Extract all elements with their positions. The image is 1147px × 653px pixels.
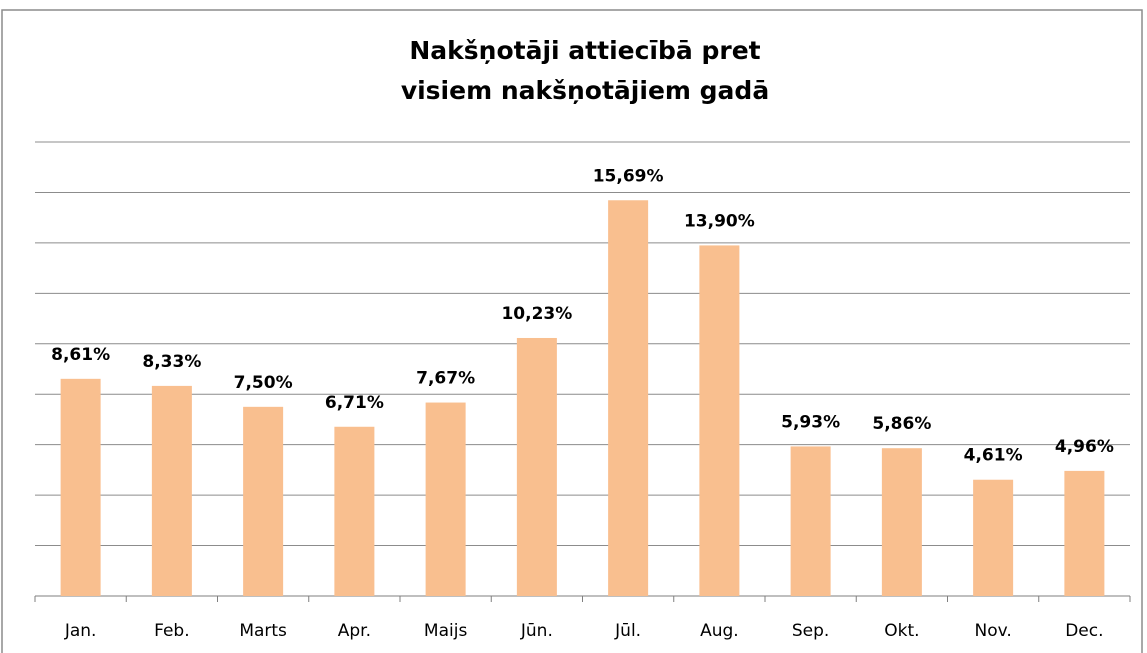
x-tick-label: Maijs	[424, 621, 468, 641]
bar	[973, 479, 1014, 596]
x-tick-label: Nov.	[974, 621, 1011, 641]
data-label: 13,90%	[684, 211, 755, 231]
x-tick-label: Apr.	[338, 621, 371, 641]
data-label: 4,61%	[964, 446, 1023, 466]
data-label: 7,67%	[416, 369, 475, 389]
x-tick-label: Dec.	[1065, 621, 1103, 641]
x-tick-label: Jūn.	[520, 621, 553, 641]
x-tick-label: Okt.	[884, 621, 919, 641]
bar	[516, 337, 557, 596]
bar	[790, 446, 831, 596]
bar	[608, 200, 649, 596]
chart-title: Nakšņotāji attiecībā pret	[409, 36, 760, 65]
data-label: 5,86%	[872, 414, 931, 434]
data-label: 10,23%	[501, 304, 572, 324]
x-tick-label: Jan.	[64, 621, 97, 641]
data-label: 8,61%	[51, 345, 110, 365]
bar	[1064, 470, 1105, 596]
bar	[151, 385, 192, 596]
chart-title: visiem nakšņotājiem gadā	[401, 76, 769, 105]
x-tick-label: Aug.	[700, 621, 739, 641]
data-label: 6,71%	[325, 393, 384, 413]
x-tick-label: Feb.	[154, 621, 190, 641]
x-tick-label: Marts	[239, 621, 287, 641]
x-tick-label: Jūl.	[614, 621, 641, 641]
bar	[243, 406, 284, 596]
data-label: 7,50%	[234, 373, 293, 393]
data-label: 8,33%	[142, 352, 201, 372]
bar	[881, 448, 922, 596]
data-label: 5,93%	[781, 412, 840, 432]
bar	[425, 402, 466, 596]
x-tick-label: Sep.	[792, 621, 829, 641]
data-label: 15,69%	[593, 166, 664, 186]
bar	[699, 245, 740, 596]
data-label: 4,96%	[1055, 437, 1114, 457]
bar	[334, 426, 375, 596]
bar	[60, 378, 101, 596]
